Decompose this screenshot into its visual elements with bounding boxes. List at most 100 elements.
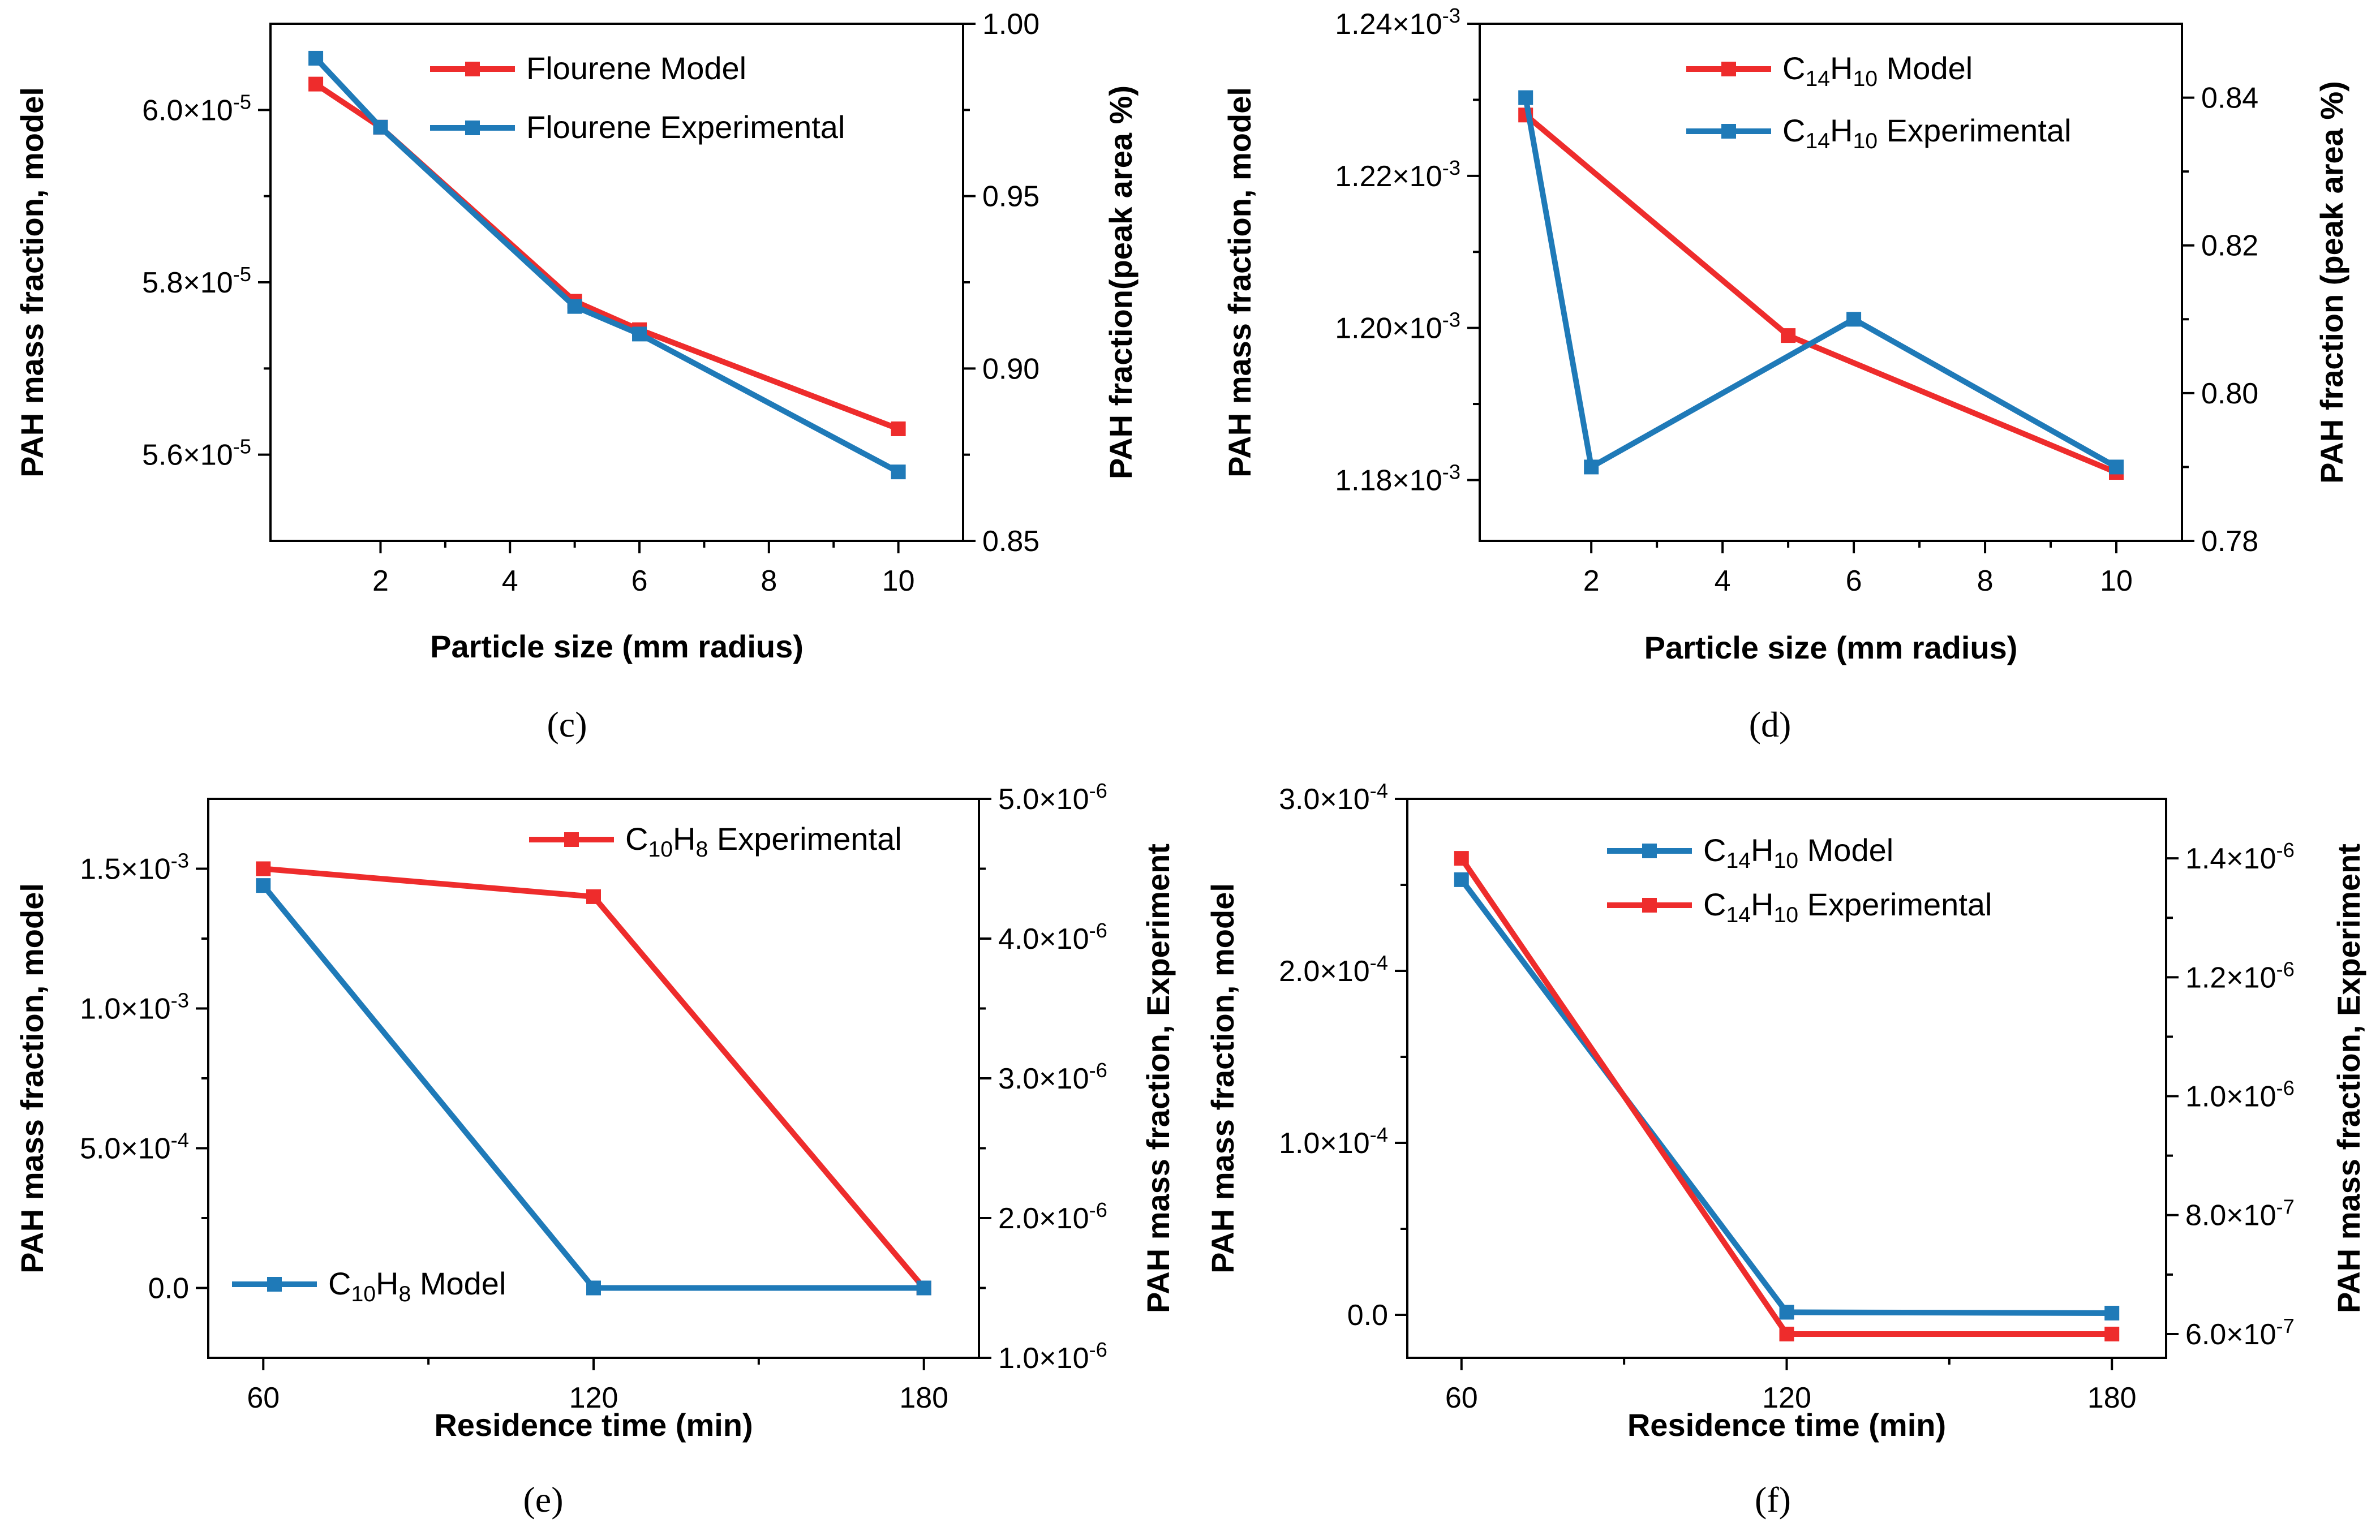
legend-label: Flourene Model: [526, 50, 746, 86]
legend-marker: [564, 832, 579, 847]
legend-label: C10H8 Model: [328, 1266, 506, 1306]
x-tick-label: 120: [569, 1382, 618, 1414]
x-axis-title: Residence time (min): [434, 1407, 753, 1443]
series-line-blue: [1459, 877, 2112, 1316]
y-right-tick-label: 2.0×10-6: [998, 1198, 1107, 1235]
data-point: [256, 861, 271, 876]
y-right-tick-label: 1.00: [982, 8, 1039, 41]
legend-label: C14H10 Model: [1782, 50, 1973, 91]
x-axis-title: Residence time (min): [1627, 1407, 1946, 1443]
data-point: [891, 464, 906, 480]
y-right-tick-label: 0.82: [2201, 230, 2258, 263]
y-right-axis-title: PAH mass fraction, Experiment: [2331, 844, 2366, 1313]
x-tick-label: 2: [372, 565, 389, 597]
x-tick-label: 10: [882, 565, 915, 597]
y-right-tick-label: 0.85: [982, 525, 1039, 558]
data-point: [916, 1280, 931, 1296]
y-left-tick-label: 1.24×10-3: [1335, 4, 1460, 41]
legend-marker: [1721, 62, 1736, 76]
y-right-tick-label: 1.0×10-6: [2185, 1077, 2295, 1113]
plot-frame: [1406, 798, 2167, 1359]
y-left-axis-title: PAH mass fraction, model: [1205, 883, 1240, 1274]
data-point: [1779, 1326, 1794, 1341]
legend-marker: [1721, 124, 1736, 139]
y-right-tick-label: 4.0×10-6: [998, 919, 1107, 956]
panel-c: 2 4 6 8 10 5.6×10-5 5.8×10-5 6.0×10-5 0.85 0.90 0.…: [14, 8, 1139, 745]
legend-label: C10H8 Experimental: [625, 821, 902, 862]
x-axis-title: Particle size (mm radius): [1644, 630, 2018, 665]
y-left-tick-label: 0.0: [148, 1272, 189, 1305]
data-point: [891, 421, 906, 436]
data-point: [373, 119, 388, 135]
data-point: [1518, 90, 1533, 105]
data-point: [1584, 459, 1599, 475]
y-right-tick-label: 3.0×10-6: [998, 1059, 1107, 1095]
plot-frame: [269, 23, 964, 542]
y-left-axis-title: PAH mass fraction, model: [14, 883, 50, 1274]
x-tick-label: 180: [2087, 1382, 2137, 1414]
data-point: [308, 76, 324, 92]
data-point: [256, 878, 271, 893]
y-left-tick-label: 5.6×10-5: [142, 435, 251, 472]
data-point: [632, 326, 647, 342]
data-point: [1779, 1305, 1794, 1320]
y-left-tick-label: 1.20×10-3: [1335, 308, 1460, 345]
panel-f: 60 120 180 0.0 1.0×10-4 2.0×10-4 3.0×10-4 6.0×1…: [1205, 779, 2366, 1520]
x-tick-label: 6: [631, 565, 648, 597]
y-left-tick-label: 0.0: [1347, 1299, 1388, 1332]
y-left-tick-label: 1.0×10-3: [80, 989, 189, 1026]
y-right-tick-label: 1.0×10-6: [998, 1338, 1107, 1375]
y-right-tick-label: 1.2×10-6: [2185, 958, 2295, 995]
y-right-tick-label: 0.80: [2201, 377, 2258, 410]
plot-frame: [207, 798, 980, 1359]
x-tick-label: 4: [1715, 565, 1731, 597]
legend-label: C14H10 Experimental: [1703, 887, 1992, 927]
data-point: [1781, 328, 1796, 343]
series-line-red: [263, 866, 926, 1290]
panel-label: (f): [1755, 1479, 1791, 1520]
y-left-tick-label: 1.22×10-3: [1335, 156, 1460, 193]
legend-label: Flourene Experimental: [526, 109, 845, 145]
data-point: [308, 50, 324, 66]
x-tick-label: 6: [1846, 565, 1862, 597]
data-point: [567, 299, 582, 314]
panel-e: 60 120 180 0.0 5.0×10-4 1.0×10-3 1.5×10-3 1.0×1…: [14, 779, 1176, 1520]
legend-marker: [465, 62, 480, 76]
x-tick-label: 180: [899, 1382, 948, 1414]
x-tick-label: 8: [1977, 565, 1994, 597]
x-axis-title: Particle size (mm radius): [430, 629, 804, 664]
y-right-tick-label: 0.78: [2201, 525, 2258, 558]
y-left-tick-label: 1.18×10-3: [1335, 461, 1460, 497]
y-left-tick-label: 6.0×10-5: [142, 91, 251, 127]
y-right-axis-title: PAH fraction(peak area %): [1103, 85, 1139, 479]
legend-marker: [1642, 844, 1657, 858]
legend-marker: [465, 121, 480, 135]
y-left-axis-title: PAH mass fraction, model: [1222, 87, 1257, 478]
y-right-tick-label: 5.0×10-6: [998, 779, 1107, 816]
y-right-tick-label: 1.4×10-6: [2185, 838, 2295, 875]
data-point: [586, 1280, 601, 1296]
y-right-tick-label: 0.84: [2201, 82, 2258, 115]
data-point: [2109, 459, 2124, 475]
y-left-tick-label: 1.5×10-3: [80, 849, 189, 886]
x-tick-label: 8: [761, 565, 777, 597]
data-point: [1846, 312, 1862, 327]
series-line-blue: [261, 883, 924, 1291]
y-left-tick-label: 2.0×10-4: [1279, 951, 1388, 988]
y-left-tick-label: 1.0×10-4: [1279, 1123, 1388, 1160]
x-tick-label: 60: [1445, 1382, 1478, 1414]
y-left-tick-label: 3.0×10-4: [1279, 779, 1388, 816]
x-tick-label: 60: [247, 1382, 280, 1414]
data-point: [2104, 1326, 2120, 1341]
legend-marker: [1642, 898, 1657, 913]
y-right-tick-label: 8.0×10-7: [2185, 1195, 2295, 1232]
x-tick-label: 120: [1762, 1382, 1811, 1414]
y-left-tick-label: 5.0×10-4: [80, 1129, 189, 1165]
x-tick-label: 2: [1583, 565, 1600, 597]
panel-d: 2 4 6 8 10 1.18×10-3 1.20×10-3 1.22×10-3 1.24×10…: [1222, 4, 2349, 745]
data-point: [1454, 872, 1469, 887]
y-right-axis-title: PAH mass fraction, Experiment: [1140, 844, 1176, 1313]
panel-label: (e): [523, 1479, 563, 1520]
panel-label: (d): [1749, 704, 1792, 745]
